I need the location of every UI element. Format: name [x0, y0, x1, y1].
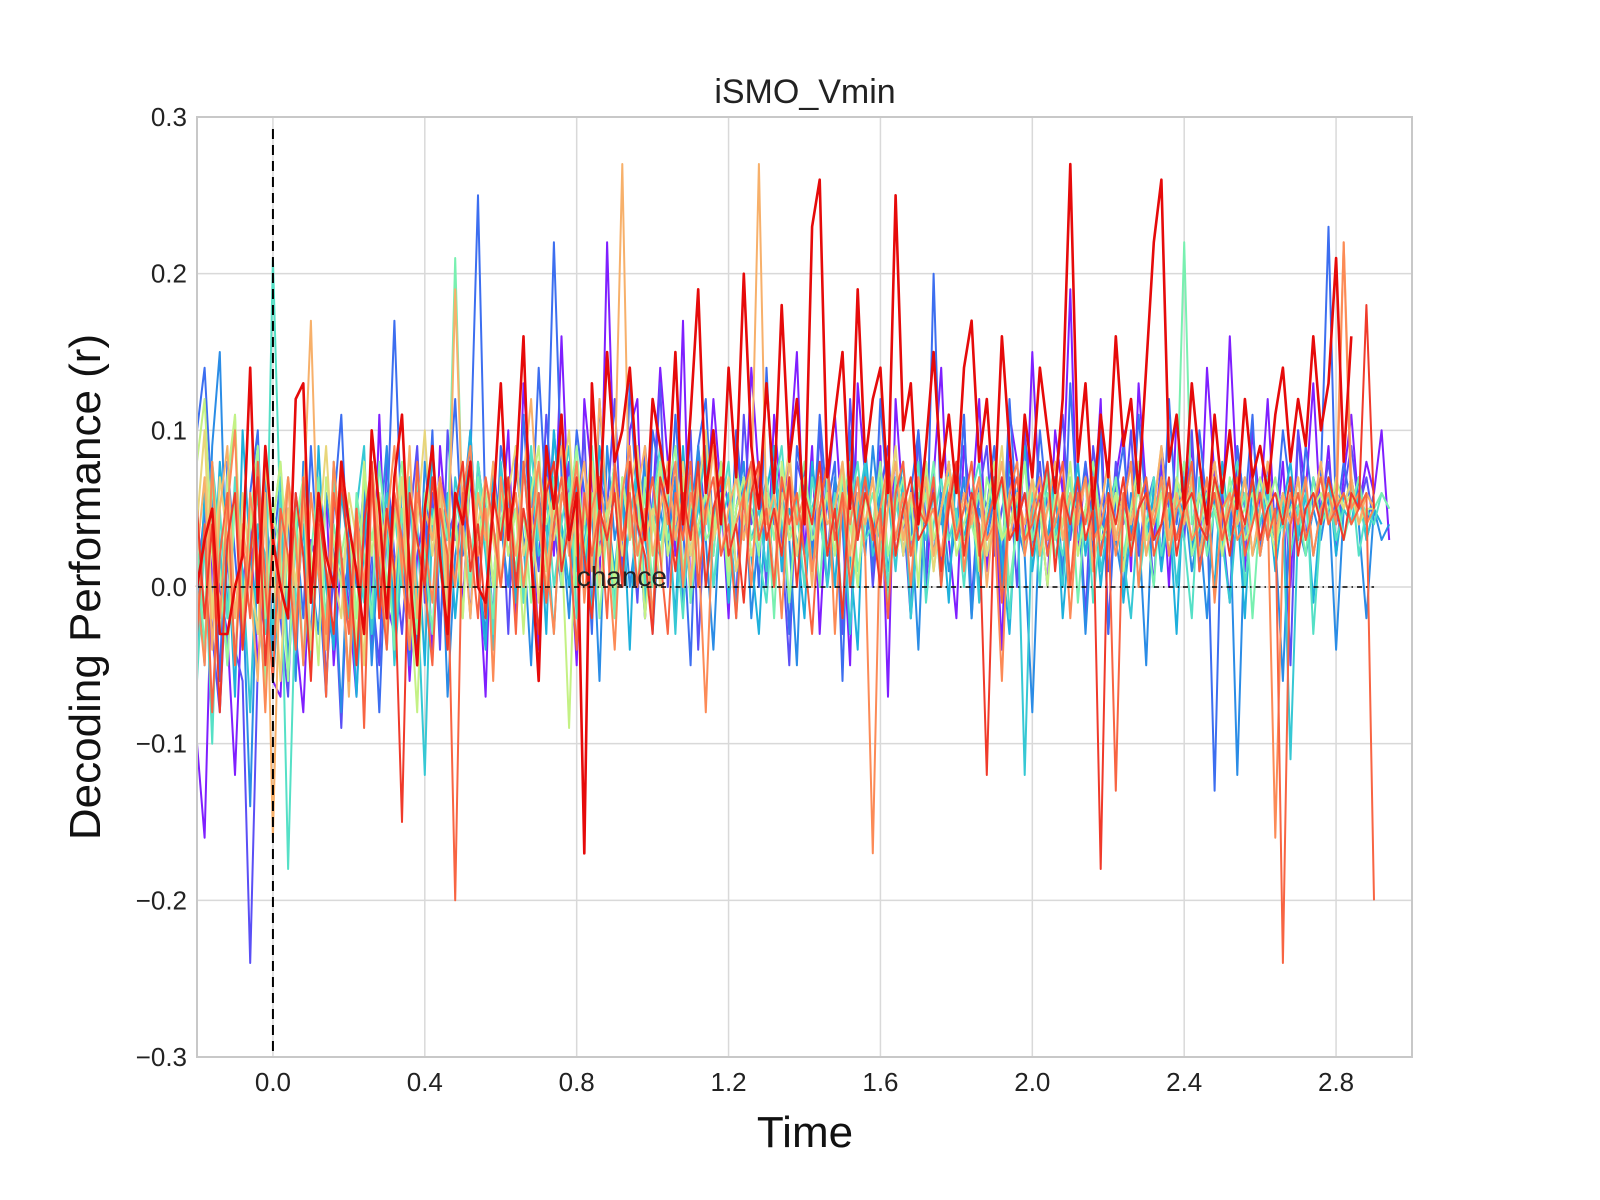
x-tick-label: 0.4	[407, 1067, 443, 1097]
series-line-15	[196, 304, 1375, 870]
x-tick-label: 0.8	[559, 1067, 595, 1097]
x-tick-label: 2.4	[1166, 1067, 1202, 1097]
y-tick-label: 0.2	[151, 259, 187, 289]
x-tick-label: 1.2	[710, 1067, 746, 1097]
chance-label: chance	[577, 561, 667, 592]
plot-frame	[196, 116, 1413, 1058]
series-group	[195, 162, 1391, 964]
x-tick-label: 2.8	[1318, 1067, 1354, 1097]
x-tick-labels: 0.0 0.4 0.8 1.2 1.6 2.0 2.4 2.8	[255, 1067, 1354, 1097]
y-tick-label: 0.3	[151, 102, 187, 132]
x-tick-label: 1.6	[862, 1067, 898, 1097]
y-tick-label: −0.1	[136, 729, 187, 759]
y-tick-label: 0.1	[151, 415, 187, 445]
y-tick-labels: −0.3 −0.2 −0.1 0.0 0.1 0.2 0.3	[136, 102, 187, 1072]
y-tick-label: −0.3	[136, 1042, 187, 1072]
x-axis-label: Time	[757, 1108, 853, 1157]
x-tick-label: 0.0	[255, 1067, 291, 1097]
series-line-16	[195, 162, 1353, 855]
x-tick-label: 2.0	[1014, 1067, 1050, 1097]
y-tick-label: −0.2	[136, 885, 187, 915]
series-line-13	[196, 241, 1375, 855]
chart-title: iSMO_Vmin	[714, 73, 895, 111]
y-tick-label: 0.0	[151, 572, 187, 602]
y-axis-label: Decoding Performance (r)	[61, 334, 110, 840]
